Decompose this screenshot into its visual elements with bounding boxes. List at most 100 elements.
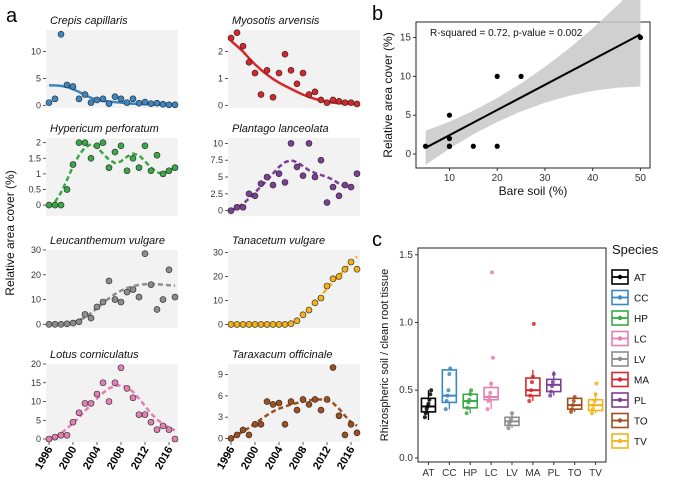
data-point: [281, 50, 289, 58]
data-point: [305, 91, 313, 98]
data-point: [245, 321, 253, 328]
x-tick-label: 30: [539, 173, 551, 184]
data-point: [486, 399, 491, 404]
legend-key-point: [617, 438, 623, 444]
data-point: [353, 429, 361, 437]
data-point: [123, 167, 131, 175]
legend-label: PL: [634, 396, 647, 407]
x-tick-label: 2008: [287, 445, 310, 472]
x-tick-label: MA: [525, 468, 540, 479]
legend-key-point: [617, 418, 623, 423]
data-point: [275, 321, 283, 328]
y-tick-label: 10: [31, 295, 41, 305]
confidence-band: [425, 0, 641, 165]
data-point: [75, 318, 83, 326]
data-point: [257, 180, 265, 188]
data-point: [329, 183, 337, 191]
data-point: [426, 401, 431, 406]
x-tick-label: 2008: [105, 445, 128, 472]
x-tick-label: 2016: [153, 445, 176, 472]
small-chart-3: Hypericum perforatum 0 0.5 1 1.5 2: [28, 123, 179, 216]
y-tick-label: 15: [31, 378, 41, 388]
y-tick-label: 5: [218, 172, 223, 182]
plot-background: [46, 30, 178, 108]
data-point: [165, 101, 173, 109]
data-point: [347, 258, 355, 266]
y-tick-label: 10: [213, 295, 223, 305]
legend-key-point: [617, 377, 623, 382]
legend-label: AT: [634, 273, 646, 284]
y-tick-label: 10: [31, 397, 41, 407]
data-point: [287, 398, 295, 405]
legend-label: TO: [634, 417, 648, 428]
data-point: [317, 96, 325, 104]
data-point: [287, 67, 295, 74]
legend-key-HP: [611, 310, 629, 326]
chart-title: Tanacetum vulgare: [232, 235, 325, 247]
data-point: [257, 91, 265, 98]
data-point: [637, 34, 644, 41]
data-point: [87, 400, 95, 407]
data-point: [123, 99, 131, 106]
data-point: [299, 172, 307, 179]
data-point: [570, 403, 575, 408]
data-point: [488, 390, 493, 395]
chart-title: Plantago lanceolata: [232, 123, 329, 135]
data-point: [275, 69, 283, 77]
data-point: [99, 139, 107, 146]
legend-label: LV: [634, 355, 646, 366]
small-chart-8: Taraxacum officinale 0 3 6 9 1996 2000 2004 2008…: [215, 349, 361, 472]
data-point: [105, 164, 113, 171]
y-tick-label: 2: [218, 47, 223, 57]
data-point: [311, 173, 319, 181]
data-point: [75, 95, 83, 103]
data-point: [305, 401, 313, 408]
data-point: [239, 321, 247, 328]
data-point: [233, 431, 241, 439]
data-point: [239, 42, 247, 50]
y-tick-label: 0: [405, 149, 411, 160]
y-tick-label: 30: [213, 247, 223, 257]
data-point: [263, 67, 271, 74]
data-point: [446, 143, 453, 149]
data-point: [105, 398, 113, 405]
x-tick-label: 40: [587, 173, 599, 184]
x-tick-label: TO: [568, 468, 582, 479]
data-point: [141, 411, 149, 418]
data-point: [239, 426, 247, 434]
y-tick-label: 0: [36, 434, 41, 444]
data-point: [593, 392, 598, 397]
data-point: [147, 100, 155, 107]
data-point: [470, 143, 476, 149]
data-point: [251, 321, 259, 328]
x-tick-label: 10: [444, 173, 456, 184]
legend-key-point: [617, 274, 623, 280]
data-point: [293, 317, 301, 325]
legend-label: TV: [634, 437, 647, 448]
data-point: [245, 58, 253, 66]
x-tick-label: 2012: [129, 445, 152, 472]
y-axis-label: Relative area cover (%): [381, 32, 395, 157]
data-point: [323, 396, 331, 403]
legend-key-point: [617, 295, 623, 300]
plot-background: [46, 250, 178, 328]
data-point: [591, 403, 596, 408]
data-point: [299, 396, 307, 403]
legend-key-LC: [611, 330, 629, 347]
data-point: [506, 426, 511, 431]
data-point: [293, 80, 301, 88]
data-point: [93, 96, 101, 104]
data-point: [111, 379, 119, 387]
data-point: [323, 199, 331, 206]
regression-chart: R-squared = 0.72, p-value = 0.002 10 20 30 4…: [381, 0, 651, 198]
data-point: [329, 364, 337, 371]
data-point: [51, 201, 59, 209]
chart-title: Crepis capillaris: [50, 15, 128, 27]
data-point: [81, 91, 89, 98]
data-point: [69, 319, 77, 327]
data-point: [57, 431, 65, 439]
data-point: [251, 192, 259, 200]
x-tick-label: 20: [492, 173, 504, 184]
data-point: [509, 416, 514, 421]
legend-key-TV: [611, 433, 629, 449]
